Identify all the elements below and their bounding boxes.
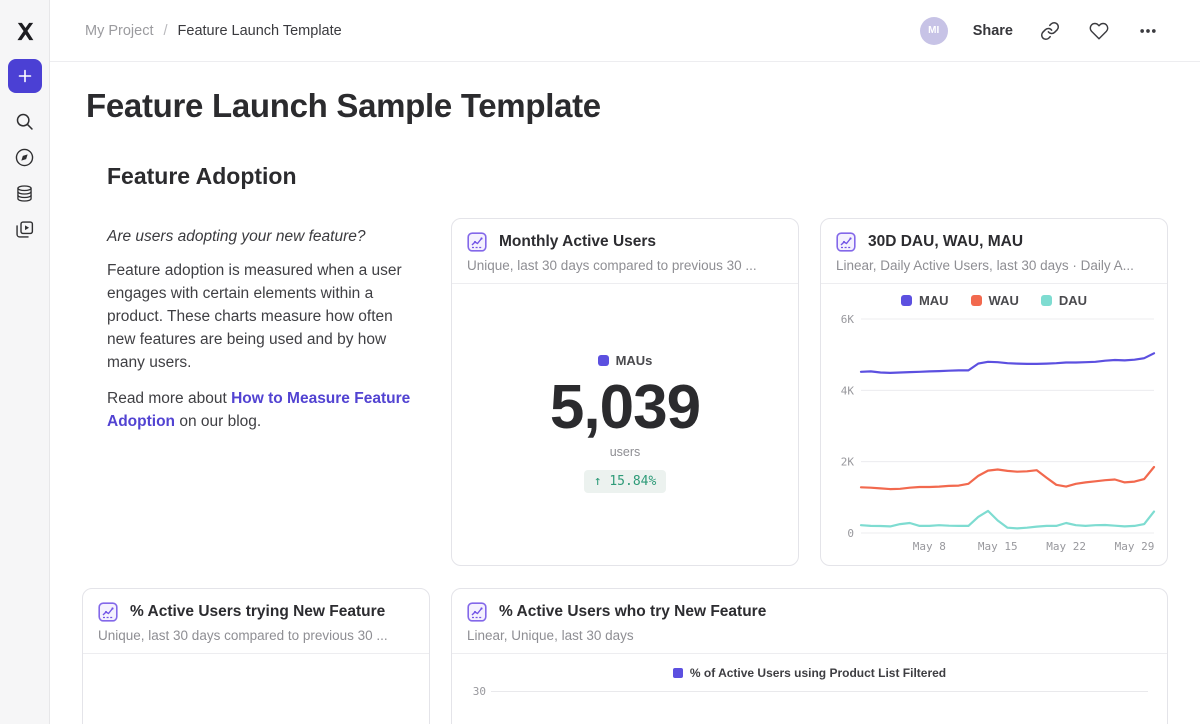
y-axis-tick: 30: [472, 685, 486, 698]
series-line-dau[interactable]: [859, 509, 1156, 530]
legend-label: WAU: [988, 293, 1019, 308]
dau-wau-mau-chart[interactable]: 0 2K 4K 6K May 8 May 15 May 22 May 29: [821, 284, 1165, 562]
insights-chart-icon: [467, 232, 487, 252]
breadcrumb-separator: /: [163, 22, 168, 39]
avatar[interactable]: MI: [919, 16, 948, 45]
card-subtitle: Unique, last 30 days compared to previou…: [98, 628, 388, 643]
legend-swatch: [672, 668, 683, 678]
legend-swatch: [597, 355, 609, 366]
intro-text-block: Are users adopting your new feature? Fea…: [82, 218, 430, 566]
compass-icon: [15, 148, 34, 166]
database-icon: [17, 184, 32, 202]
gridline: [491, 691, 1148, 692]
x-axis-tick: May 29: [1115, 540, 1155, 553]
card-title: 30D DAU, WAU, MAU: [868, 233, 1024, 250]
insights-chart-icon: [98, 602, 118, 622]
card-pct-trying-feature[interactable]: % Active Users trying New Feature Unique…: [82, 588, 430, 724]
card-title: % Active Users who try New Feature: [499, 603, 767, 620]
breadcrumb: My Project / Feature Launch Template: [85, 23, 342, 39]
x-axis-tick: May 22: [1046, 540, 1086, 553]
sidebar-item-boards[interactable]: [11, 215, 39, 243]
card-header: Monthly Active Users Unique, last 30 day…: [452, 219, 798, 284]
y-axis-tick: 4K: [841, 384, 855, 397]
heart-icon: [1089, 22, 1109, 39]
legend-item-wau[interactable]: WAU: [970, 293, 1019, 308]
card-dau-wau-mau[interactable]: 30D DAU, WAU, MAU Linear, Daily Active U…: [820, 218, 1168, 566]
card-pct-who-try-feature[interactable]: % Active Users who try New Feature Linea…: [451, 588, 1168, 724]
card-header: % Active Users trying New Feature Unique…: [83, 589, 429, 654]
boards-icon: [16, 220, 34, 238]
metric-unit: users: [609, 445, 641, 459]
legend-swatch: [900, 295, 912, 306]
favorite-button[interactable]: [1087, 19, 1111, 43]
legend-swatch: [1040, 295, 1052, 306]
card-monthly-active-users[interactable]: Monthly Active Users Unique, last 30 day…: [451, 218, 799, 566]
y-axis-tick: 0: [847, 527, 854, 540]
series-line-mau[interactable]: [859, 352, 1156, 375]
sidebar-item-data[interactable]: [11, 179, 39, 207]
y-axis-tick: 6K: [841, 313, 855, 326]
breadcrumb-project[interactable]: My Project: [85, 22, 154, 39]
ellipsis-icon: [1140, 28, 1156, 33]
share-button[interactable]: Share: [972, 22, 1013, 39]
create-new-button[interactable]: [7, 59, 42, 93]
metric-body: MAUs 5,039 users ↑ 15.84%: [452, 284, 798, 562]
board-content: Feature Launch Sample Template Feature A…: [50, 62, 1200, 724]
insights-chart-icon: [836, 232, 856, 252]
breadcrumb-page: Feature Launch Template: [177, 22, 342, 39]
card-subtitle: Linear, Daily Active Users, last 30 days…: [836, 258, 1134, 273]
card-header: 30D DAU, WAU, MAU Linear, Daily Active U…: [821, 219, 1167, 284]
plus-icon: [18, 69, 31, 83]
sidebar-item-search[interactable]: [11, 107, 39, 135]
chart-legend: MAU WAU DAU: [821, 293, 1167, 308]
trend-chart-body: MAU WAU DAU 0 2K 4K 6K May 8 May 15 May 22 May 29: [821, 284, 1167, 562]
more-options-button[interactable]: [1136, 19, 1160, 43]
legend-item-dau[interactable]: DAU: [1040, 293, 1088, 308]
page-title: Feature Launch Sample Template: [86, 87, 601, 124]
x-axis-tick: May 8: [913, 540, 946, 553]
card-title: % Active Users trying New Feature: [130, 603, 386, 620]
legend-swatch: [970, 295, 982, 306]
insights-chart-icon: [467, 602, 487, 622]
card-subtitle: Unique, last 30 days compared to previou…: [467, 258, 757, 273]
link-icon: [1040, 21, 1060, 40]
intro-readmore: Read more about How to Measure Feature A…: [107, 390, 411, 430]
section-title: Feature Adoption: [107, 163, 297, 189]
legend-label: MAU: [918, 293, 949, 308]
x-axis-tick: May 15: [978, 540, 1018, 553]
sidebar: [0, 0, 50, 724]
sidebar-item-discover[interactable]: [11, 143, 39, 171]
legend-item-mau[interactable]: MAU: [900, 293, 949, 308]
legend-label: DAU: [1058, 293, 1088, 308]
metric-value: 5,039: [549, 373, 701, 442]
card-subtitle: Linear, Unique, last 30 days: [467, 628, 634, 643]
legend-item-pct-active-users[interactable]: % of Active Users using Product List Fil…: [452, 666, 1167, 680]
delta-badge: ↑ 15.84%: [583, 470, 667, 493]
brand-x-icon: [16, 22, 33, 40]
legend-item-maus[interactable]: MAUs: [597, 353, 652, 368]
copy-link-button[interactable]: [1038, 19, 1062, 43]
mixpanel-logo[interactable]: [0, 0, 50, 62]
blog-link[interactable]: How to Measure Feature Adoption: [107, 390, 411, 430]
topbar: My Project / Feature Launch Template MI …: [50, 0, 1200, 62]
mini-chart-body: % of Active Users using Product List Fil…: [452, 654, 1167, 724]
card-header: % Active Users who try New Feature Linea…: [452, 589, 1167, 654]
y-axis-tick: 2K: [841, 456, 855, 469]
series-line-wau[interactable]: [859, 465, 1156, 491]
card-title: Monthly Active Users: [499, 233, 657, 250]
search-icon: [16, 113, 33, 130]
intro-body: Feature adoption is measured when a user…: [107, 262, 402, 371]
intro-question: Are users adopting your new feature?: [107, 228, 366, 245]
